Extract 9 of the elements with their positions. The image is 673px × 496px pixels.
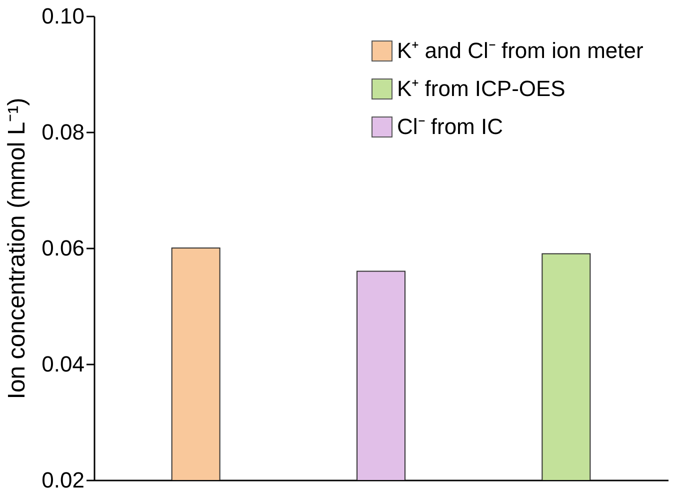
y-tick-label: 0.08 — [42, 120, 84, 144]
y-axis-title: Ion concentration (mmol L⁻¹) — [4, 98, 31, 400]
y-tick-label: 0.04 — [42, 352, 84, 376]
legend-label: K⁺ and Cl⁻ from ion meter — [397, 38, 644, 63]
legend-label: Cl⁻ from IC — [397, 114, 504, 139]
y-tick-label: 0.10 — [42, 4, 84, 28]
y-tick-label: 0.06 — [42, 236, 84, 260]
legend-label: K⁺ from ICP-OES — [397, 76, 566, 101]
y-tick-label: 0.02 — [42, 468, 84, 492]
